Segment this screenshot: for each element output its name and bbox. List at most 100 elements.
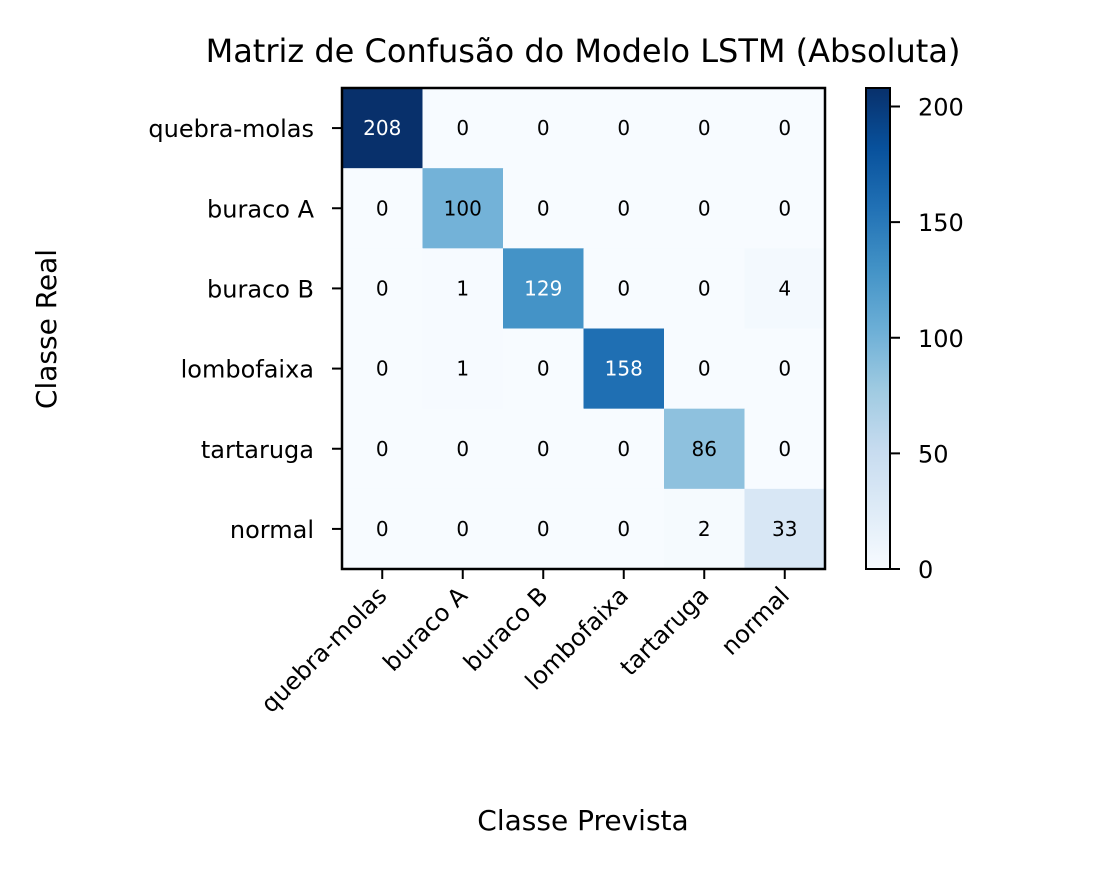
heatmap-cell: [422, 168, 504, 249]
heatmap-cell: [664, 408, 745, 490]
x-axis-label: Classe Prevista: [477, 804, 688, 837]
heatmap-cell: [583, 488, 665, 570]
cell-value-label: 0: [698, 116, 711, 140]
cell-value-label: 0: [456, 517, 469, 541]
cell-value-label: 0: [617, 196, 630, 220]
x-tick-label: buraco A: [378, 581, 474, 677]
cell-value-label: 0: [456, 437, 469, 461]
heatmap-cell: [342, 488, 423, 570]
heatmap-cell: [583, 248, 665, 329]
colorbar-frame: [865, 87, 891, 570]
cell-value-label: 0: [376, 276, 389, 300]
heatmap-cell: [503, 88, 584, 169]
cell-value-label: 0: [376, 517, 389, 541]
y-axis-ticks: quebra-molas buraco A buraco B lombofaixa ta…: [148, 115, 342, 544]
heatmap-cell: [744, 168, 826, 249]
cell-value-label: 129: [524, 276, 562, 300]
cell-value-label: 0: [698, 196, 711, 220]
cell-value-label: 86: [692, 437, 717, 461]
y-tick-label: normal: [230, 516, 314, 544]
heatmap-cell: [664, 168, 745, 249]
plot-frame: [340, 86, 827, 571]
y-tick-label: buraco B: [207, 275, 314, 303]
cell-value-label: 1: [456, 357, 469, 381]
heatmap-cell: [744, 488, 826, 570]
cell-value-label: 0: [698, 276, 711, 300]
heatmap-cell: [342, 88, 423, 169]
heatmap-cell: [583, 88, 665, 169]
heatmap-cell: [744, 408, 826, 490]
y-tick-label: lombofaixa: [181, 356, 314, 384]
heatmap-cell: [583, 328, 665, 410]
heatmap-cell: [422, 328, 504, 410]
heatmap-cell: [422, 248, 504, 329]
heatmap-cell: [503, 248, 584, 329]
heatmap-cell: [503, 408, 584, 490]
heatmap-cell: [664, 328, 745, 410]
heatmap-cell-labels: 208 0 0 0 0 0 0 100 0 0 0 0 0 1 129 0 0 4 0 1 0 158 0 0 0 0 0 0 86 0 0…: [363, 116, 797, 541]
x-tick-label: quebra-molas: [256, 581, 393, 718]
heatmap-cell: [503, 488, 584, 570]
heatmap-cell: [422, 408, 504, 490]
cell-value-label: 208: [363, 116, 401, 140]
y-tick-label: buraco A: [207, 195, 315, 223]
colorbar-tick-label: 150: [918, 209, 964, 237]
colorbar-tick-label: 0: [918, 556, 933, 584]
cell-value-label: 4: [778, 276, 791, 300]
cell-value-label: 0: [778, 196, 791, 220]
heatmap-cell: [744, 248, 826, 329]
heatmap-cell: [664, 248, 745, 329]
heatmap-cell: [503, 328, 584, 410]
heatmap-cell: [744, 328, 826, 410]
heatmap-cell: [664, 88, 745, 169]
y-tick-label: tartaruga: [201, 436, 314, 464]
cell-value-label: 0: [617, 116, 630, 140]
cell-value-label: 0: [778, 437, 791, 461]
heatmap-cell: [422, 88, 504, 169]
cell-value-label: 0: [537, 357, 550, 381]
cell-value-label: 0: [698, 357, 711, 381]
cell-value-label: 0: [456, 116, 469, 140]
colorbar-tick-label: 50: [918, 440, 949, 468]
cell-value-label: 0: [617, 276, 630, 300]
cell-value-label: 0: [537, 196, 550, 220]
cell-value-label: 0: [376, 437, 389, 461]
y-tick-label: quebra-molas: [148, 115, 314, 143]
cell-value-label: 0: [617, 437, 630, 461]
cell-value-label: 0: [537, 116, 550, 140]
cell-value-label: 0: [778, 357, 791, 381]
x-tick-label: tartaruga: [615, 581, 715, 681]
colorbar-gradient: [866, 88, 890, 569]
colorbar: 0 50 100 150 200: [865, 87, 964, 584]
heatmap-cell: [583, 408, 665, 490]
heatmap-cell: [503, 168, 584, 249]
cell-value-label: 0: [376, 357, 389, 381]
colorbar-tick-label: 100: [918, 325, 964, 353]
heatmap-cell: [422, 488, 504, 570]
cell-value-label: 0: [537, 517, 550, 541]
heatmap-cell: [744, 88, 826, 169]
heatmap-cell: [342, 328, 423, 410]
cell-value-label: 0: [778, 116, 791, 140]
y-axis-label: Classe Real: [30, 249, 63, 409]
heatmap-cell: [583, 168, 665, 249]
cell-value-label: 2: [698, 517, 711, 541]
cell-value-label: 158: [605, 357, 643, 381]
cell-value-label: 0: [376, 196, 389, 220]
cell-value-label: 0: [617, 517, 630, 541]
cell-value-label: 100: [444, 196, 482, 220]
heatmap-cell: [342, 408, 423, 490]
cell-value-label: 0: [537, 437, 550, 461]
heatmap-cells: [342, 88, 826, 570]
heatmap-cell: [342, 248, 423, 329]
x-tick-label: normal: [716, 581, 795, 660]
cell-value-label: 33: [772, 517, 797, 541]
heatmap-cell: [342, 168, 423, 249]
heatmap-cell: [664, 488, 745, 570]
chart-title: Matriz de Confusão do Modelo LSTM (Absol…: [206, 32, 961, 70]
cell-value-label: 1: [456, 276, 469, 300]
colorbar-tick-label: 200: [918, 94, 964, 122]
